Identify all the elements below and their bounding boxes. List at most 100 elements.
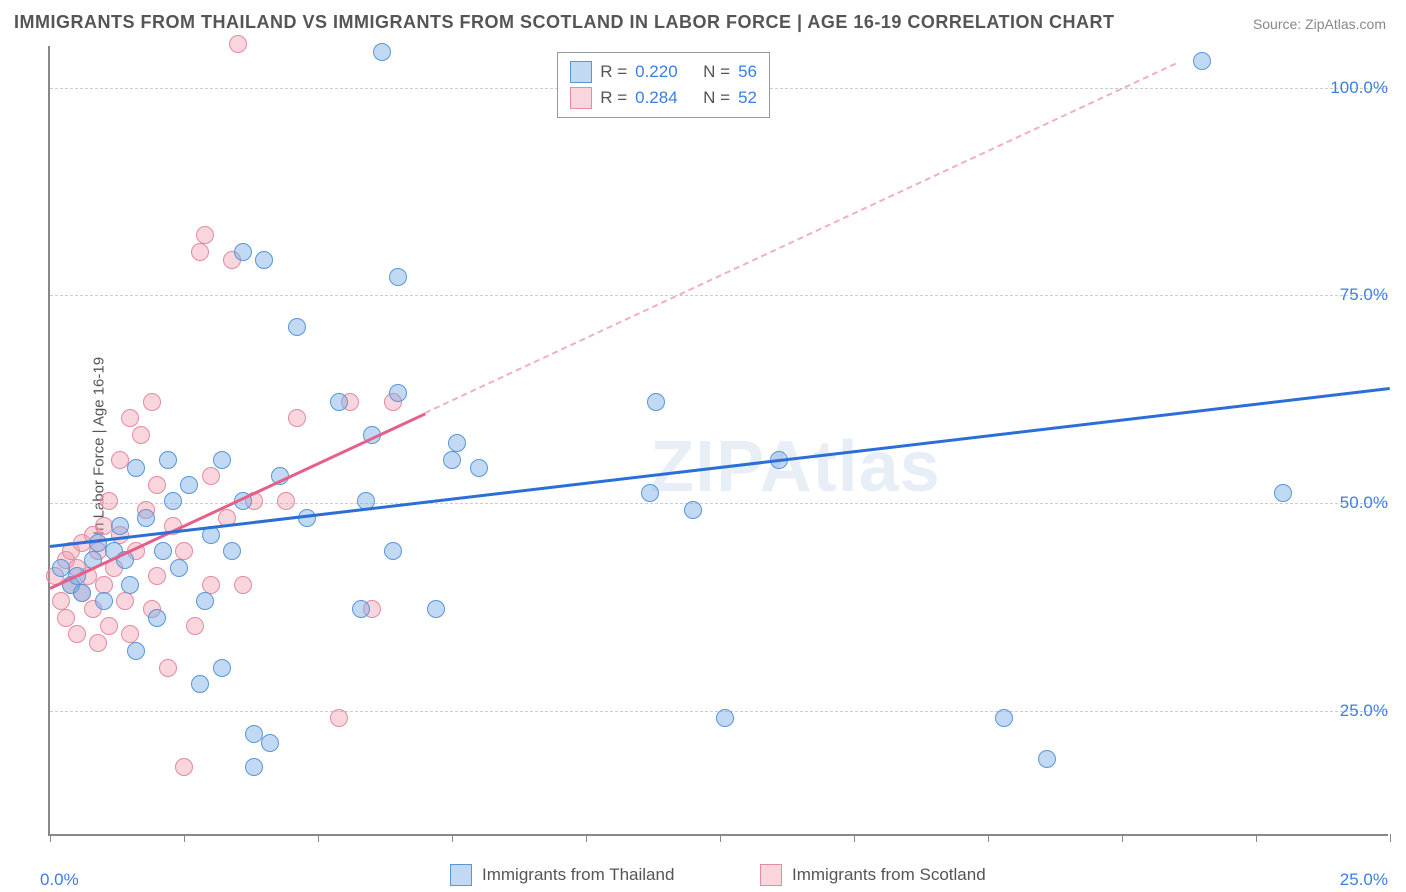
scatter-point-blue (288, 318, 306, 336)
chart-title: IMMIGRANTS FROM THAILAND VS IMMIGRANTS F… (14, 12, 1115, 33)
scatter-point-blue (443, 451, 461, 469)
scatter-point-pink (148, 567, 166, 585)
scatter-point-blue (716, 709, 734, 727)
scatter-point-blue (148, 609, 166, 627)
scatter-point-blue (684, 501, 702, 519)
scatter-point-pink (57, 609, 75, 627)
n-value: 52 (738, 88, 757, 108)
scatter-point-blue (245, 758, 263, 776)
scatter-point-pink (116, 592, 134, 610)
scatter-point-pink (95, 576, 113, 594)
scatter-point-blue (127, 459, 145, 477)
scatter-point-blue (1274, 484, 1292, 502)
scatter-point-blue (121, 576, 139, 594)
legend-series-1: Immigrants from Thailand (450, 864, 674, 886)
stats-legend-row: R = 0.284 N = 52 (570, 85, 757, 111)
x-axis-max-label: 25.0% (1340, 870, 1388, 890)
x-tick (1390, 834, 1391, 842)
scatter-point-pink (175, 542, 193, 560)
scatter-point-blue (255, 251, 273, 269)
swatch-pink (570, 87, 592, 109)
x-tick (50, 834, 51, 842)
n-label: N = (703, 88, 730, 108)
scatter-point-blue (196, 592, 214, 610)
y-tick-label: 25.0% (1340, 701, 1388, 721)
legend-label-1: Immigrants from Thailand (482, 865, 674, 885)
scatter-point-pink (159, 659, 177, 677)
scatter-point-pink (100, 617, 118, 635)
plot-area: ZIPAtlas (48, 46, 1388, 836)
r-value: 0.220 (635, 62, 678, 82)
x-axis-min-label: 0.0% (40, 870, 79, 890)
x-tick (988, 834, 989, 842)
scatter-point-pink (52, 592, 70, 610)
scatter-point-blue (180, 476, 198, 494)
n-label: N = (703, 62, 730, 82)
x-tick (1122, 834, 1123, 842)
swatch-blue (570, 61, 592, 83)
scatter-point-blue (213, 659, 231, 677)
r-label: R = (600, 88, 627, 108)
scatter-point-pink (175, 758, 193, 776)
scatter-point-blue (213, 451, 231, 469)
scatter-point-pink (143, 393, 161, 411)
scatter-point-blue (448, 434, 466, 452)
x-tick (184, 834, 185, 842)
scatter-point-blue (223, 542, 241, 560)
scatter-point-pink (330, 709, 348, 727)
trend-line-blue (50, 387, 1390, 548)
scatter-point-pink (234, 576, 252, 594)
x-tick (586, 834, 587, 842)
y-tick-label: 75.0% (1340, 285, 1388, 305)
scatter-point-pink (277, 492, 295, 510)
scatter-point-blue (137, 509, 155, 527)
scatter-point-blue (352, 600, 370, 618)
swatch-pink (760, 864, 782, 886)
scatter-point-blue (170, 559, 188, 577)
scatter-point-blue (384, 542, 402, 560)
legend-series-2: Immigrants from Scotland (760, 864, 986, 886)
watermark: ZIPAtlas (650, 426, 941, 508)
scatter-point-blue (427, 600, 445, 618)
scatter-point-blue (127, 642, 145, 660)
scatter-point-pink (202, 576, 220, 594)
scatter-point-blue (73, 584, 91, 602)
scatter-point-blue (95, 592, 113, 610)
scatter-point-pink (196, 226, 214, 244)
scatter-point-blue (1038, 750, 1056, 768)
x-tick (720, 834, 721, 842)
scatter-point-pink (229, 35, 247, 53)
legend-label-2: Immigrants from Scotland (792, 865, 986, 885)
scatter-point-blue (389, 268, 407, 286)
scatter-point-blue (647, 393, 665, 411)
scatter-point-blue (234, 243, 252, 261)
gridline (50, 295, 1388, 296)
r-value: 0.284 (635, 88, 678, 108)
scatter-point-blue (1193, 52, 1211, 70)
scatter-point-blue (164, 492, 182, 510)
scatter-point-pink (288, 409, 306, 427)
scatter-point-pink (121, 409, 139, 427)
x-tick (854, 834, 855, 842)
scatter-point-blue (159, 451, 177, 469)
scatter-point-pink (68, 625, 86, 643)
source-credit: Source: ZipAtlas.com (1253, 16, 1386, 32)
scatter-point-pink (100, 492, 118, 510)
r-label: R = (600, 62, 627, 82)
scatter-point-pink (202, 467, 220, 485)
scatter-point-pink (89, 634, 107, 652)
scatter-point-pink (148, 476, 166, 494)
x-tick (452, 834, 453, 842)
scatter-point-blue (641, 484, 659, 502)
scatter-point-blue (191, 675, 209, 693)
scatter-point-pink (191, 243, 209, 261)
x-tick (1256, 834, 1257, 842)
stats-legend-row: R = 0.220 N = 56 (570, 59, 757, 85)
scatter-point-blue (995, 709, 1013, 727)
trend-line-pink-extrapolated (425, 63, 1176, 414)
scatter-point-pink (121, 625, 139, 643)
scatter-point-blue (389, 384, 407, 402)
n-value: 56 (738, 62, 757, 82)
scatter-point-blue (154, 542, 172, 560)
scatter-point-blue (373, 43, 391, 61)
